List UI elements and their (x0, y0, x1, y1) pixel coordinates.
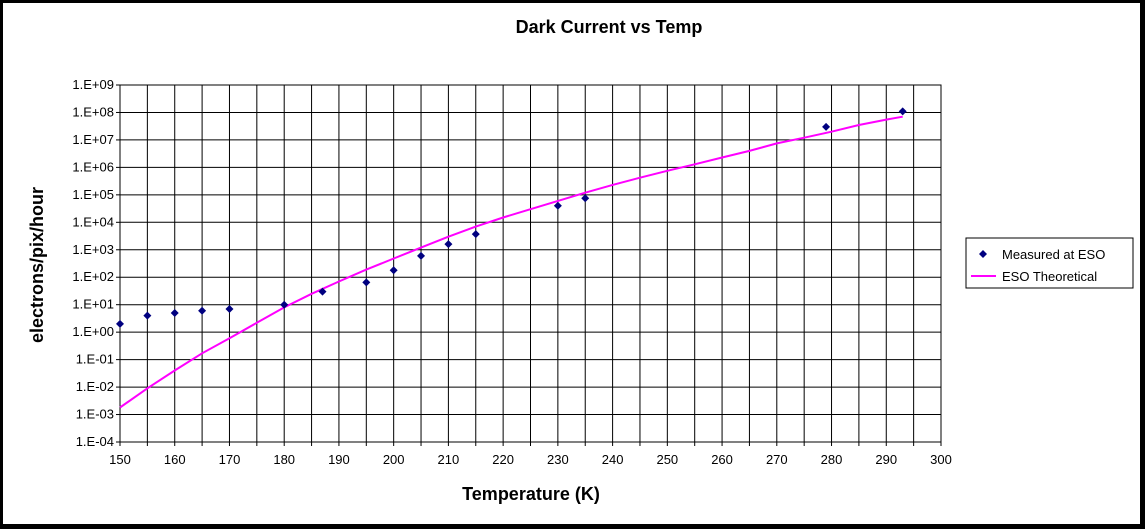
series-line-eso-theoretical (119, 115, 903, 409)
chart-area: Dark Current vs Temp 1.E+09 1.E+08 1.E+07 1… (3, 3, 1140, 524)
data-point-measured (318, 287, 327, 296)
y-tick-label: 1.E+02 (72, 269, 114, 284)
legend: Measured at ESO ESO Theoretical (965, 237, 1134, 289)
x-tick-label: 250 (656, 452, 678, 467)
x-tick-label: 240 (602, 452, 624, 467)
data-point-measured (471, 230, 480, 239)
data-point-measured (170, 308, 179, 317)
y-tick-label: 1.E+08 (72, 104, 114, 119)
data-point-measured (143, 311, 152, 320)
x-tick-label: 280 (821, 452, 843, 467)
data-point-measured (362, 278, 371, 287)
y-tick-label: 1.E+09 (72, 77, 114, 92)
y-tick-label: 1.E-03 (76, 407, 114, 422)
x-tick-label: 210 (438, 452, 460, 467)
y-axis: 1.E+09 1.E+08 1.E+07 1.E+06 1.E+05 1.E+04 1.E+… (72, 77, 120, 449)
y-tick-label: 1.E-04 (76, 434, 114, 449)
x-tick-label: 180 (273, 452, 295, 467)
x-axis-title: Temperature (K) (462, 484, 600, 504)
x-tick-label: 260 (711, 452, 733, 467)
legend-marker-measured (979, 250, 987, 258)
x-tick-label: 300 (930, 452, 952, 467)
chart-title: Dark Current vs Temp (516, 17, 703, 37)
y-tick-label: 1.E+03 (72, 242, 114, 257)
y-tick-label: 1.E+06 (72, 159, 114, 174)
data-point-measured (822, 122, 831, 131)
data-point-measured (417, 251, 426, 260)
x-tick-label: 230 (547, 452, 569, 467)
series (116, 107, 907, 409)
y-axis-title: electrons/pix/hour (27, 187, 47, 343)
x-tick-label: 200 (383, 452, 405, 467)
data-point-measured (389, 266, 398, 275)
legend-box (965, 237, 1134, 289)
x-tick-label: 290 (875, 452, 897, 467)
y-tick-label: 1.E-01 (76, 352, 114, 367)
data-point-measured (581, 194, 590, 203)
y-tick-label: 1.E+05 (72, 187, 114, 202)
dark-current-chart: Dark Current vs Temp 1.E+091.E+081.E+071… (27, 17, 1134, 504)
x-axis: 150 160 170 180 190 200 210 220 230 240 250 260 270 2… (109, 442, 952, 467)
data-point-measured (553, 201, 562, 210)
x-tick-label: 190 (328, 452, 350, 467)
x-tick-label: 170 (219, 452, 241, 467)
y-tick-label: 1.E+00 (72, 324, 114, 339)
legend-label-theoretical: ESO Theoretical (1002, 269, 1097, 284)
legend-label-measured: Measured at ESO (1002, 247, 1105, 262)
data-point-measured (225, 304, 234, 313)
y-tick-label: 1.E+07 (72, 132, 114, 147)
grid (120, 85, 941, 442)
y-tick-label: 1.E+04 (72, 214, 114, 229)
x-tick-label: 220 (492, 452, 514, 467)
data-point-measured (444, 240, 453, 249)
y-tick-label: 1.E+01 (72, 297, 114, 312)
data-point-measured (898, 107, 907, 116)
x-tick-label: 270 (766, 452, 788, 467)
y-tick-label: 1.E-02 (76, 379, 114, 394)
data-point-measured (280, 300, 289, 309)
x-tick-label: 150 (109, 452, 131, 467)
data-point-measured (198, 306, 207, 315)
x-tick-label: 160 (164, 452, 186, 467)
data-point-measured (116, 319, 124, 328)
